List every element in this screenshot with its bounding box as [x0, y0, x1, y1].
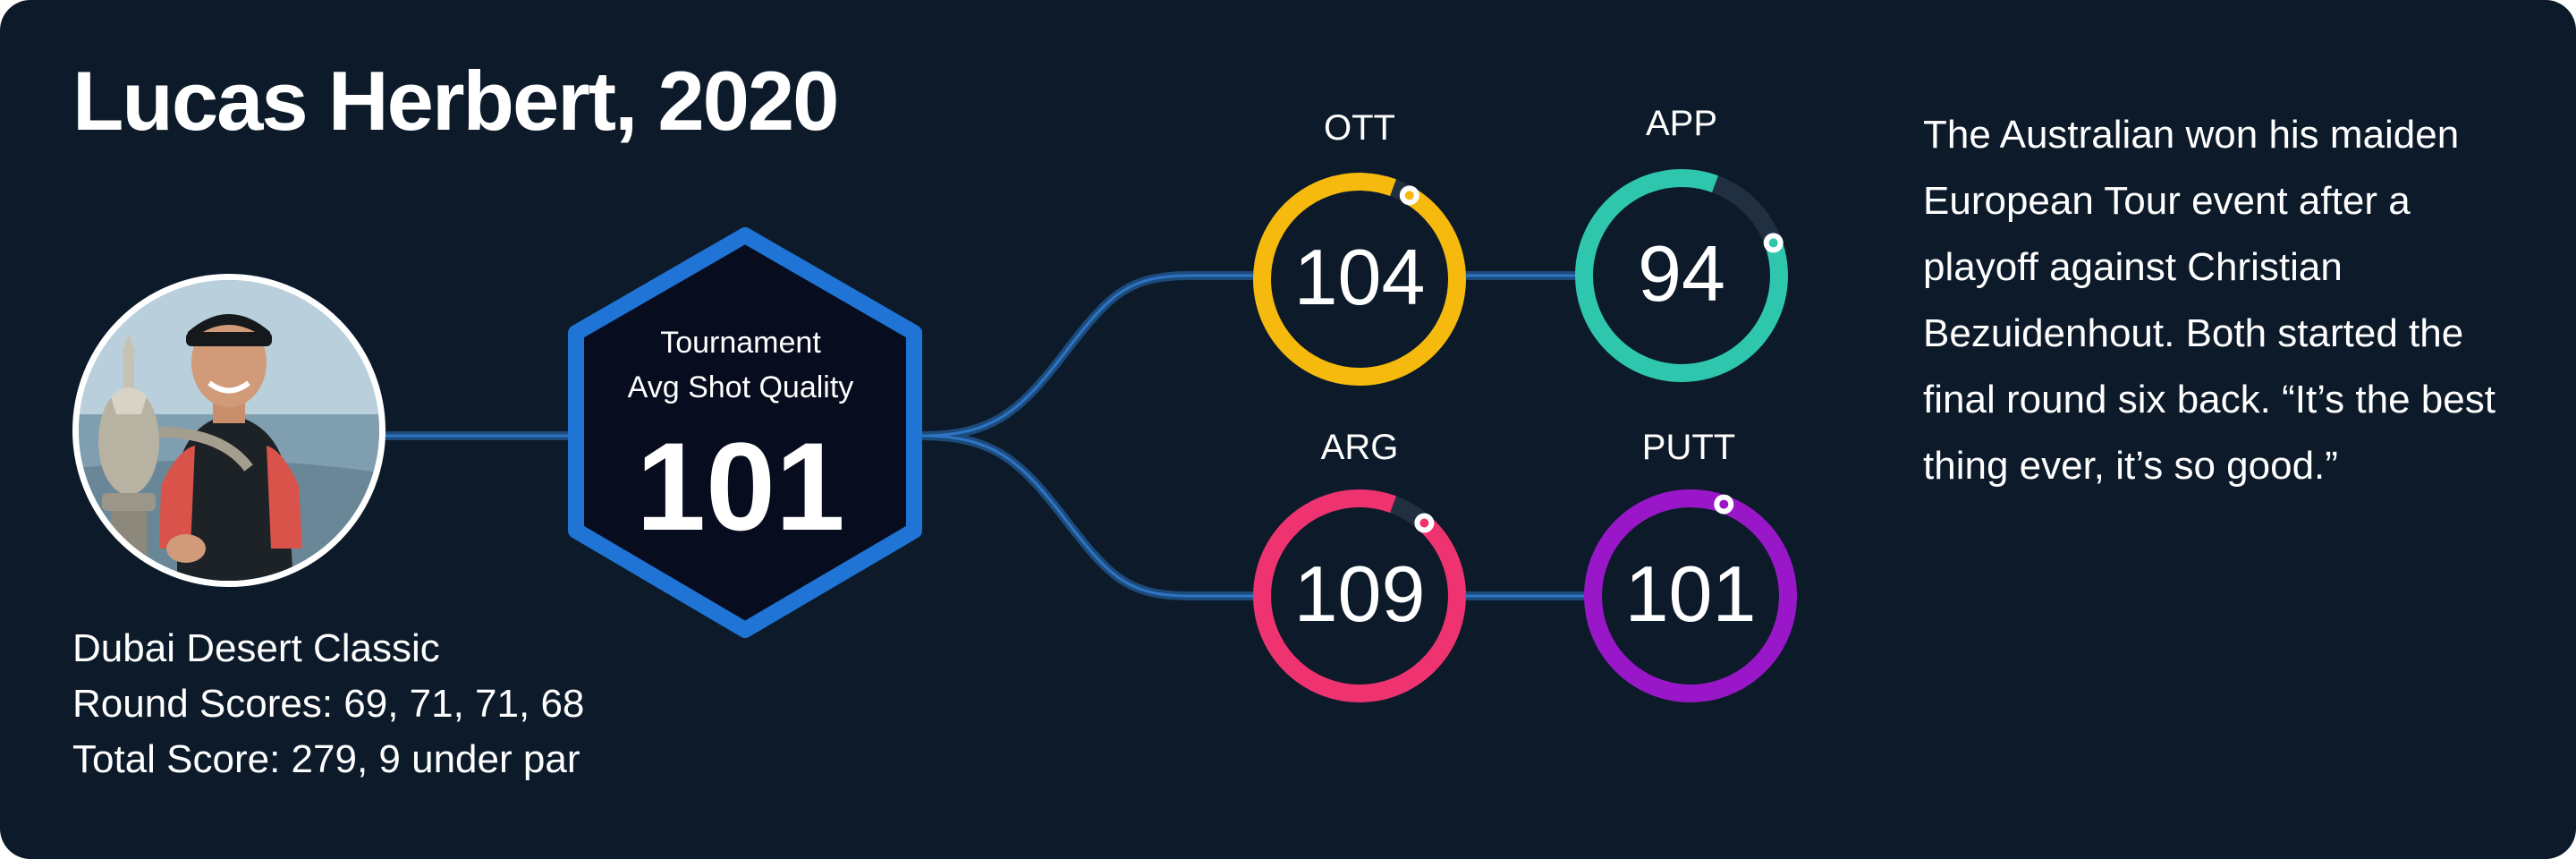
ring-arg: [1253, 489, 1466, 702]
tournament-info: Dubai Desert Classic Round Scores: 69, 7…: [72, 621, 584, 787]
ring-putt-marker-inner: [1719, 499, 1729, 509]
tournament-name: Dubai Desert Classic: [72, 626, 440, 670]
player-illustration: [79, 280, 379, 581]
hexagon-label-line1: Tournament: [660, 326, 821, 360]
page-title: Lucas Herbert, 2020: [72, 54, 839, 148]
player-photo: [72, 274, 386, 587]
summary-text: The Australian won his maiden European T…: [1923, 113, 2496, 488]
round-scores: Round Scores: 69, 71, 71, 68: [72, 682, 585, 726]
metric-value-app: 94: [1638, 229, 1725, 318]
ring-arg-marker-inner: [1419, 518, 1429, 528]
ring-ott: [1253, 173, 1466, 386]
metric-name-arg: ARG: [1320, 428, 1399, 467]
total-score: Total Score: 279, 9 under par: [72, 737, 580, 781]
metric-value-arg: 109: [1293, 549, 1426, 638]
metric-name-ott: OTT: [1324, 108, 1395, 148]
metric-name-putt: PUTT: [1641, 428, 1736, 467]
ring-ott-marker-inner: [1404, 191, 1414, 200]
hexagon-label-line2: Avg Shot Quality: [627, 370, 854, 404]
ring-app: [1575, 169, 1788, 383]
hexagon-value: 101: [636, 416, 845, 557]
metric-value-putt: 101: [1624, 549, 1757, 638]
hexagon-shape: [568, 227, 922, 638]
metric-value-ott: 104: [1293, 233, 1426, 321]
ring-app-marker-inner: [1768, 238, 1778, 248]
ring-putt: [1584, 489, 1797, 703]
metric-name-app: APP: [1645, 104, 1718, 143]
